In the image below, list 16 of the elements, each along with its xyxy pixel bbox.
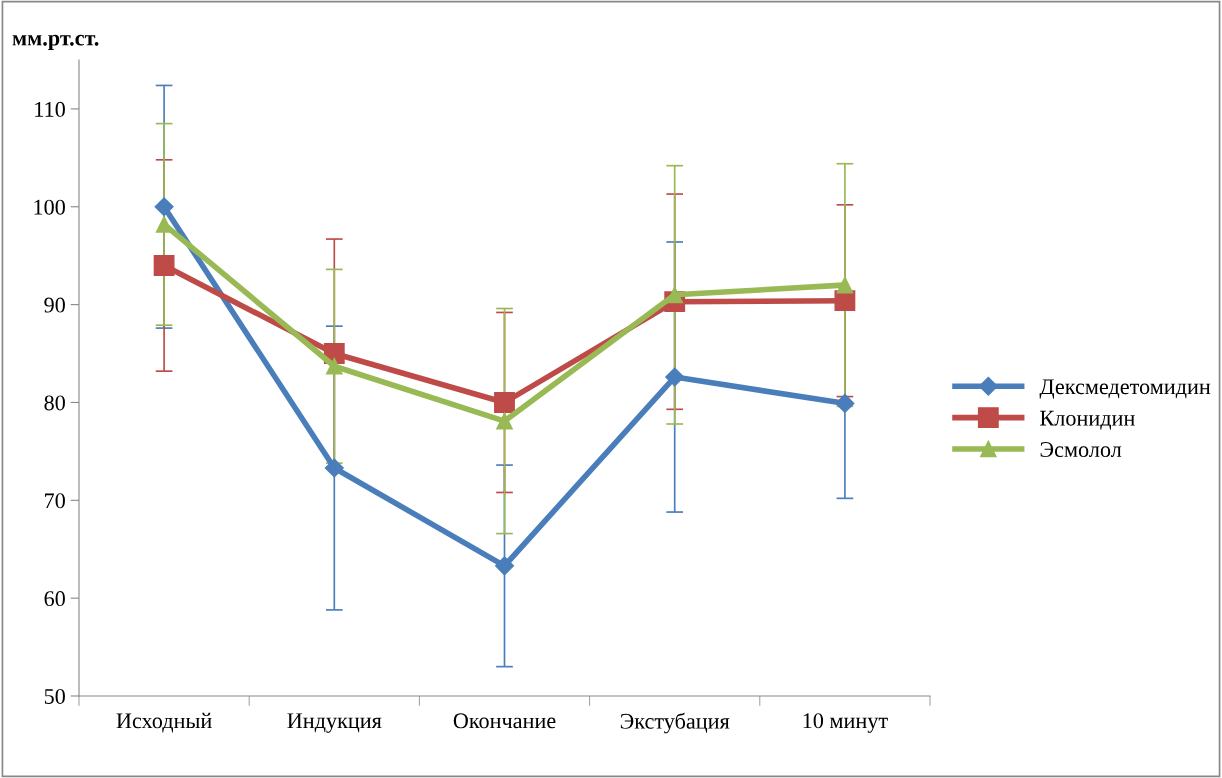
legend-label: Клонидин: [1040, 410, 1135, 430]
x-tick-label: Исходный: [116, 712, 212, 733]
y-tick-label: 110: [35, 101, 65, 117]
legend-label: Эсмолол: [1040, 442, 1122, 458]
x-tick-label: Экстубация: [620, 712, 730, 734]
x-tick-label: 10 минут: [803, 713, 888, 733]
x-tick-label: Индукция: [287, 713, 382, 733]
y-axis-title: мм.рт.ст.: [12, 34, 99, 51]
legend-label: Дексмедетомидин: [1039, 379, 1211, 399]
y-tick-label: 70: [45, 493, 65, 509]
y-tick-label: 90: [44, 297, 65, 313]
y-tick-label: 60: [44, 591, 65, 607]
x-tick-label: Окончание: [453, 713, 556, 729]
y-tick-label: 50: [44, 688, 65, 704]
y-tick-label: 80: [44, 395, 65, 411]
y-tick-label: 100: [34, 199, 65, 215]
